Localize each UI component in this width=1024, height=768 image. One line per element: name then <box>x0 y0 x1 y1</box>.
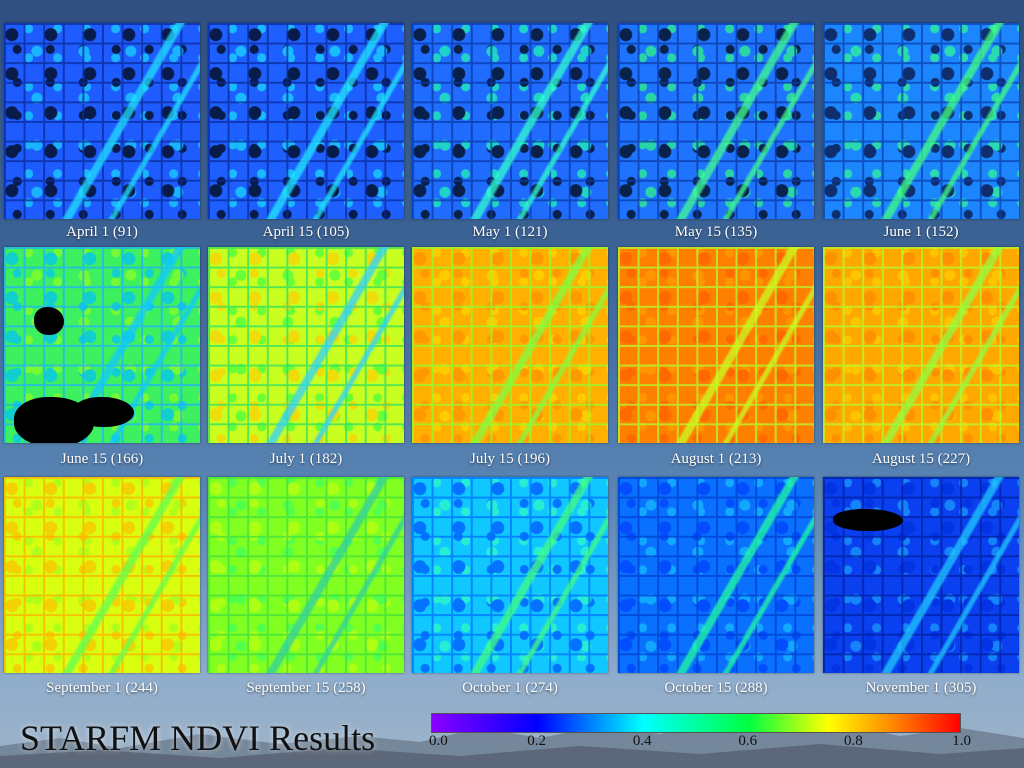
tile-date-label: April 15 (105) <box>262 224 350 240</box>
ndvi-tile <box>208 23 404 219</box>
ndvi-tile <box>208 477 404 673</box>
colorbar-tick-label: 0.6 <box>738 733 758 749</box>
ndvi-tile <box>618 477 814 673</box>
tile-date-label: April 1 (91) <box>66 224 138 240</box>
no-data-blob <box>34 307 64 335</box>
tile-date-label: June 15 (166) <box>60 451 144 467</box>
ndvi-tile <box>208 247 404 443</box>
tile-date-label: July 15 (196) <box>470 451 550 467</box>
tile-date-label: September 1 (244) <box>46 680 158 696</box>
ndvi-tile <box>412 477 608 673</box>
tile-date-label: October 15 (288) <box>664 680 768 696</box>
colorbar-tick-label: 0.2 <box>527 733 546 749</box>
tile-date-label: September 15 (258) <box>246 680 366 696</box>
tile-date-label: May 15 (135) <box>674 224 758 240</box>
tile-date-label: June 1 (152) <box>883 224 959 240</box>
ndvi-tile <box>618 247 814 443</box>
colorbar-tick-label: 0.4 <box>632 733 652 749</box>
tile-date-label: November 1 (305) <box>865 680 977 696</box>
tile-date-label: October 1 (274) <box>462 680 558 696</box>
ndvi-tile <box>4 477 200 673</box>
ndvi-tile <box>412 23 608 219</box>
ndvi-colorbar <box>431 713 961 733</box>
no-data-blob <box>74 397 134 427</box>
tile-date-label: July 1 (182) <box>269 451 343 467</box>
page-title: STARFM NDVI Results <box>20 718 376 758</box>
ndvi-tile <box>4 247 200 443</box>
tile-date-label: May 1 (121) <box>472 224 548 240</box>
colorbar-tick-label: 0.8 <box>844 733 863 749</box>
ndvi-tile <box>412 247 608 443</box>
tile-date-label: August 1 (213) <box>670 451 762 467</box>
tile-date-label: August 15 (227) <box>871 451 971 467</box>
ndvi-tile <box>618 23 814 219</box>
colorbar-tick-label: 1.0 <box>952 733 971 749</box>
ndvi-tile <box>823 23 1019 219</box>
ndvi-tile <box>4 23 200 219</box>
colorbar-tick-label: 0.0 <box>429 733 448 749</box>
ndvi-tile <box>823 477 1019 673</box>
no-data-blob <box>833 509 903 531</box>
ndvi-tile <box>823 247 1019 443</box>
